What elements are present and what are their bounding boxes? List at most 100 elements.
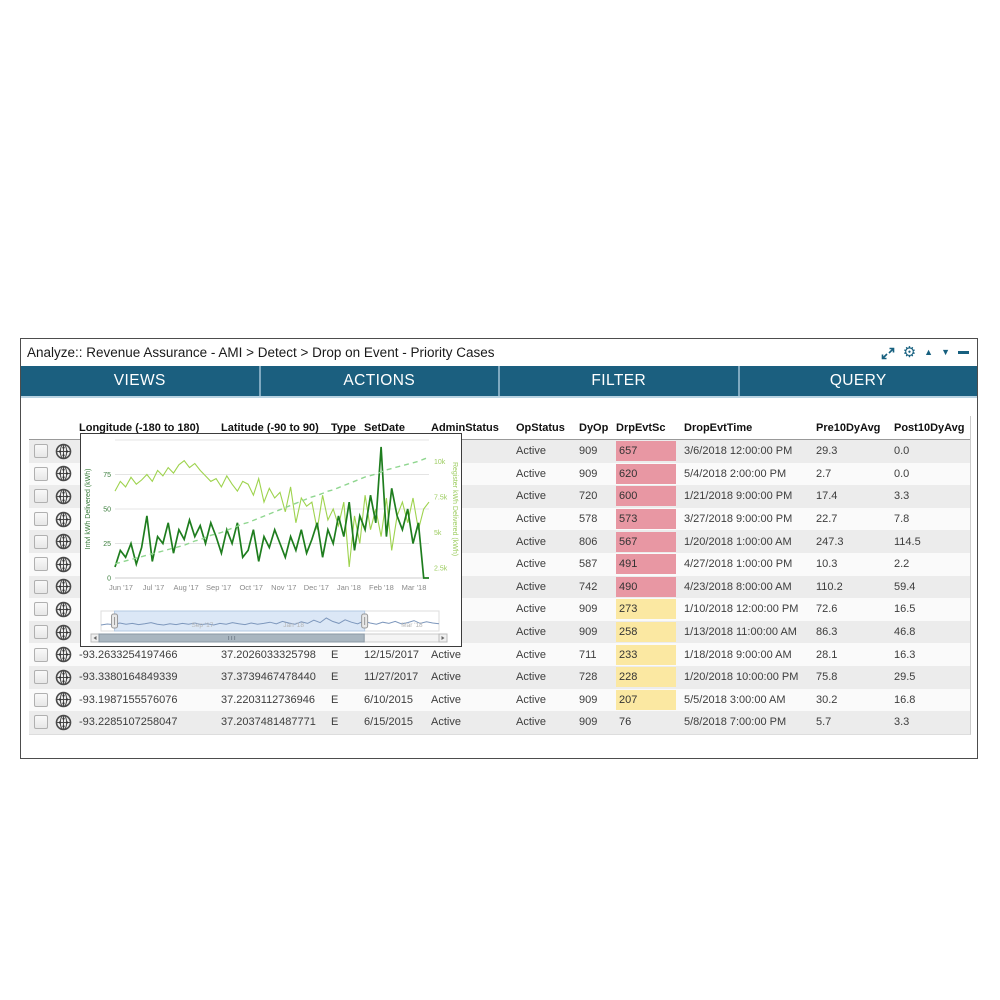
tab-query[interactable]: QUERY [737, 366, 978, 396]
globe-icon[interactable] [49, 669, 77, 686]
drpevtsc-score-badge: 491 [616, 554, 676, 575]
column-header-setdate[interactable]: SetDate [364, 421, 405, 434]
collapse-up-icon[interactable]: ▲ [924, 347, 934, 357]
cell-drpevtsc: 573 [614, 509, 682, 530]
cell-latitude: 37.2203112736946 [221, 693, 316, 706]
tab-views[interactable]: VIEWS [113, 372, 166, 389]
cell-drpevtsc: 620 [614, 463, 682, 484]
cell-pre10dyavg: 5.7 [816, 716, 832, 729]
cell-post10dyavg: 29.5 [894, 671, 916, 684]
globe-icon[interactable] [49, 578, 77, 595]
cell-pre10dyavg: 247.3 [816, 535, 844, 548]
globe-icon[interactable] [49, 714, 77, 731]
table-row[interactable]: -93.2285107258047 37.2037481487771 E 6/15/2… [29, 711, 970, 734]
column-header-longitude[interactable]: Longitude (-180 to 180) [79, 421, 200, 434]
globe-icon[interactable] [49, 488, 77, 505]
expand-icon[interactable] [881, 346, 895, 360]
cell-pre10dyavg: 75.8 [816, 671, 838, 684]
column-header-opstatus[interactable]: OpStatus [516, 421, 565, 434]
row-checkbox[interactable] [29, 625, 49, 640]
cell-post10dyavg: 59.4 [894, 580, 916, 593]
cell-opstatus: Active [516, 648, 546, 661]
drpevtsc-score-badge: 233 [616, 644, 676, 665]
cell-drpevtsc: 490 [614, 576, 682, 597]
series-intvl_kwh_series_2 [114, 446, 429, 579]
cell-type: E [331, 671, 339, 684]
gear-icon[interactable]: ⚙ [902, 344, 917, 361]
row-checkbox[interactable] [29, 579, 49, 594]
column-header-dropevttime[interactable]: DropEvtTime [684, 421, 753, 434]
globe-icon[interactable] [49, 601, 77, 618]
cell-dropevttime: 1/18/2018 9:00:00 AM [684, 648, 792, 661]
table-row[interactable]: -93.3380164849339 37.3739467478440 E 11/27/… [29, 665, 970, 689]
globe-icon[interactable] [49, 443, 77, 460]
cell-adminstatus: Active [431, 648, 461, 661]
svg-text:Aug '17: Aug '17 [173, 583, 198, 592]
column-header-pre10dyavg[interactable]: Pre10DyAvg [816, 421, 881, 434]
cell-drpevtsc: 228 [614, 667, 682, 688]
cell-latitude: 37.3739467478440 [221, 671, 316, 684]
navigator-selection[interactable] [114, 610, 366, 632]
minimize-icon[interactable] [958, 351, 969, 354]
cell-dyop: 909 [579, 693, 598, 706]
svg-text:75: 75 [103, 472, 111, 479]
row-checkbox[interactable] [29, 647, 49, 662]
cell-dropevttime: 3/6/2018 12:00:00 PM [684, 445, 793, 458]
drpevtsc-score-badge: 273 [616, 599, 676, 620]
column-header-dyop[interactable]: DyOp [579, 421, 609, 434]
column-header-post10dyavg[interactable]: Post10DyAvg [894, 421, 965, 434]
cell-adminstatus: Active [431, 693, 461, 706]
globe-icon[interactable] [49, 511, 77, 528]
cell-longitude: -93.2285107258047 [79, 716, 178, 729]
row-checkbox[interactable] [29, 715, 49, 730]
globe-icon[interactable] [49, 533, 77, 550]
expand-down-icon[interactable]: ▼ [941, 347, 950, 357]
cell-dropevttime: 5/5/2018 3:00:00 AM [684, 693, 786, 706]
row-checkbox[interactable] [29, 512, 49, 527]
globe-icon[interactable] [49, 691, 77, 708]
table-row[interactable]: -93.1987155576076 37.2203112736946 E 6/10/2… [29, 688, 970, 712]
row-checkbox[interactable] [29, 489, 49, 504]
row-checkbox[interactable] [29, 444, 49, 459]
row-checkbox[interactable] [29, 670, 49, 685]
drpevtsc-score-badge: 228 [616, 667, 676, 688]
tab-actions[interactable]: ACTIONS [258, 366, 499, 396]
svg-text:Oct '17: Oct '17 [239, 583, 263, 592]
svg-text:7.5k: 7.5k [434, 494, 448, 501]
cell-type: E [331, 693, 339, 706]
svg-text:2.5k: 2.5k [434, 566, 448, 573]
drpevtsc-score-badge: 567 [616, 531, 676, 552]
globe-icon[interactable] [49, 465, 77, 482]
cell-post10dyavg: 16.5 [894, 603, 916, 616]
row-checkbox[interactable] [29, 692, 49, 707]
table-row[interactable]: -93.2633254197466 37.2026033325798 E 12/15/… [29, 643, 970, 666]
cell-drpevtsc: 233 [614, 644, 682, 665]
svg-text:Dec '17: Dec '17 [304, 583, 329, 592]
column-header-type[interactable]: Type [331, 421, 356, 434]
cell-dyop: 728 [579, 671, 598, 684]
cell-opstatus: Active [516, 535, 546, 548]
globe-icon[interactable] [49, 556, 77, 573]
row-checkbox[interactable] [29, 602, 49, 617]
svg-text:0: 0 [107, 576, 111, 583]
globe-icon[interactable] [49, 624, 77, 641]
column-header-adminstatus[interactable]: AdminStatus [431, 421, 499, 434]
cell-dropevttime: 3/27/2018 9:00:00 PM [684, 513, 793, 526]
drpevtsc-score-badge: 258 [616, 622, 676, 643]
cell-dyop: 909 [579, 603, 598, 616]
menu-bar: VIEWS ACTIONS FILTER QUERY [21, 366, 977, 398]
row-checkbox[interactable] [29, 466, 49, 481]
tab-filter[interactable]: FILTER [498, 366, 738, 396]
row-checkbox[interactable] [29, 557, 49, 572]
column-header-latitude[interactable]: Latitude (-90 to 90) [221, 421, 319, 434]
cell-dyop: 720 [579, 490, 598, 503]
row-checkbox[interactable] [29, 534, 49, 549]
cell-drpevtsc: 273 [614, 599, 682, 620]
column-header-drpevtsc[interactable]: DrpEvtSc [616, 421, 666, 434]
cell-longitude: -93.2633254197466 [79, 648, 178, 661]
cell-dyop: 711 [579, 648, 597, 661]
globe-icon[interactable] [49, 646, 77, 663]
svg-text:Jan '18: Jan '18 [283, 622, 304, 629]
cell-dropevttime: 1/10/2018 12:00:00 PM [684, 603, 799, 616]
cell-pre10dyavg: 28.1 [816, 648, 838, 661]
